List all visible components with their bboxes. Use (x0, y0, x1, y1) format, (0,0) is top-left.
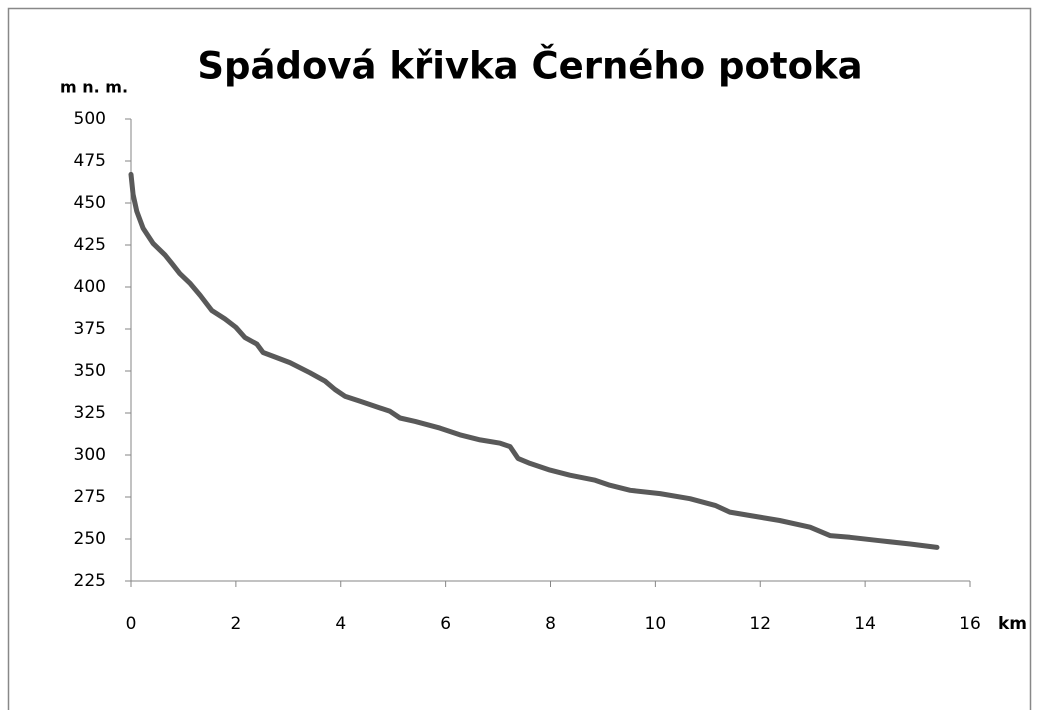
y-tick-label: 375 (74, 319, 106, 339)
y-tick-label: 425 (74, 235, 106, 255)
y-tick-label: 350 (74, 361, 106, 381)
data-line (128, 171, 940, 550)
y-tick-label: 475 (74, 151, 106, 171)
y-tick-label: 500 (74, 109, 106, 129)
x-tick-label: 16 (959, 614, 981, 634)
y-axis-label: m n. m. (60, 78, 128, 97)
y-tick-label: 275 (74, 487, 106, 507)
x-tick-label: 8 (545, 614, 556, 634)
x-tick-label: 6 (440, 614, 451, 634)
y-tick-label: 225 (74, 571, 106, 591)
y-tick-label: 250 (74, 529, 106, 549)
y-tick-label: 325 (74, 403, 106, 423)
y-tick-label: 400 (74, 277, 106, 297)
chart-title: Spádová křivka Černého potoka (197, 44, 862, 88)
x-tick-label: 2 (230, 614, 241, 634)
x-tick-label: 10 (645, 614, 667, 634)
x-tick-label: 14 (854, 614, 876, 634)
y-tick-label: 300 (74, 445, 106, 465)
x-axis-label: km (998, 614, 1027, 634)
x-tick-label: 4 (335, 614, 346, 634)
x-tick-label: 12 (749, 614, 771, 634)
chart-frame (7, 7, 1032, 710)
x-tick-label: 0 (126, 614, 137, 634)
y-tick-label: 450 (74, 193, 106, 213)
